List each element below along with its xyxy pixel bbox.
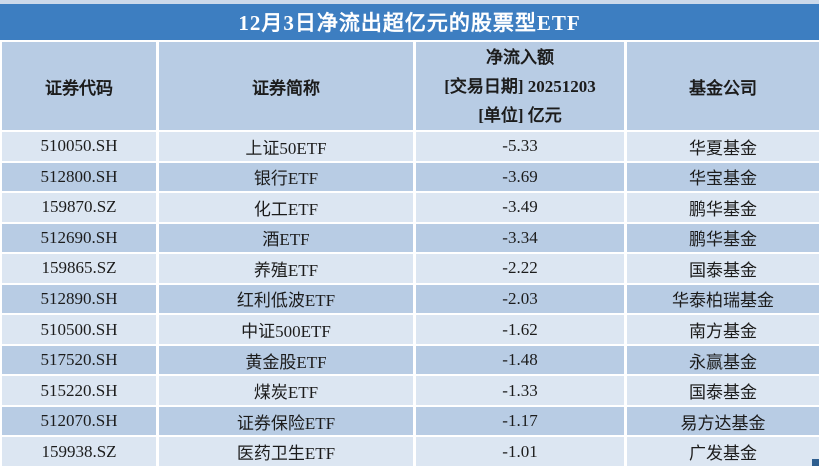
- row-6-security-name: 红利低波ETF: [159, 284, 413, 314]
- row-7-fund-company: 南方基金: [627, 315, 819, 344]
- row-9-security-code: 515220.SH: [2, 376, 156, 405]
- row-7-security-code: 510500.SH: [2, 315, 156, 344]
- row-11-fund-company: 广发基金: [627, 437, 819, 466]
- col-header-company: 基金公司: [627, 42, 819, 130]
- row-2-security-name: 银行ETF: [159, 162, 413, 192]
- table-grid: 证券代码 证券简称 净流入额 [交易日期] 20251203 [单位] 亿元 基…: [0, 40, 819, 466]
- row-1-security-name: 上证50ETF: [159, 132, 413, 161]
- row-2-fund-company: 华宝基金: [627, 162, 819, 192]
- row-5-security-name: 养殖ETF: [159, 254, 413, 283]
- fill-handle-icon: [812, 459, 819, 466]
- row-6-fund-company: 华泰柏瑞基金: [627, 284, 819, 314]
- row-4-fund-company: 鹏华基金: [627, 223, 819, 253]
- row-6-netflow-value: -2.03: [416, 284, 624, 314]
- row-6-security-code: 512890.SH: [2, 284, 156, 314]
- col-header-name: 证券简称: [159, 42, 413, 130]
- row-2-security-code: 512800.SH: [2, 162, 156, 192]
- row-8-netflow-value: -1.48: [416, 345, 624, 375]
- row-11-netflow-value: -1.01: [416, 437, 624, 466]
- row-5-fund-company: 国泰基金: [627, 254, 819, 283]
- col-header-netflow: 净流入额 [交易日期] 20251203 [单位] 亿元: [416, 42, 624, 130]
- row-10-fund-company: 易方达基金: [627, 406, 819, 436]
- row-1-fund-company: 华夏基金: [627, 132, 819, 161]
- row-3-security-code: 159870.SZ: [2, 193, 156, 222]
- row-9-netflow-value: -1.33: [416, 376, 624, 405]
- row-5-netflow-value: -2.22: [416, 254, 624, 283]
- row-7-netflow-value: -1.62: [416, 315, 624, 344]
- netflow-header-line1: 净流入额: [486, 47, 554, 67]
- row-10-netflow-value: -1.17: [416, 406, 624, 436]
- row-4-security-name: 酒ETF: [159, 223, 413, 253]
- row-2-netflow-value: -3.69: [416, 162, 624, 192]
- row-3-security-name: 化工ETF: [159, 193, 413, 222]
- row-8-security-code: 517520.SH: [2, 345, 156, 375]
- row-8-security-name: 黄金股ETF: [159, 345, 413, 375]
- row-8-fund-company: 永赢基金: [627, 345, 819, 375]
- netflow-header-line2: [交易日期] 20251203: [444, 76, 596, 96]
- row-7-security-name: 中证500ETF: [159, 315, 413, 344]
- col-header-code: 证券代码: [2, 42, 156, 130]
- netflow-header-line3: [单位] 亿元: [478, 105, 562, 125]
- row-11-security-name: 医药卫生ETF: [159, 437, 413, 466]
- row-5-security-code: 159865.SZ: [2, 254, 156, 283]
- table-title: 12月3日净流出超亿元的股票型ETF: [0, 4, 819, 40]
- row-10-security-name: 证券保险ETF: [159, 406, 413, 436]
- row-11-security-code: 159938.SZ: [2, 437, 156, 466]
- row-4-netflow-value: -3.34: [416, 223, 624, 253]
- row-3-netflow-value: -3.49: [416, 193, 624, 222]
- row-1-netflow-value: -5.33: [416, 132, 624, 161]
- row-10-security-code: 512070.SH: [2, 406, 156, 436]
- row-3-fund-company: 鹏华基金: [627, 193, 819, 222]
- row-1-security-code: 510050.SH: [2, 132, 156, 161]
- top-strip: [0, 0, 819, 4]
- row-9-security-name: 煤炭ETF: [159, 376, 413, 405]
- row-9-fund-company: 国泰基金: [627, 376, 819, 405]
- row-4-security-code: 512690.SH: [2, 223, 156, 253]
